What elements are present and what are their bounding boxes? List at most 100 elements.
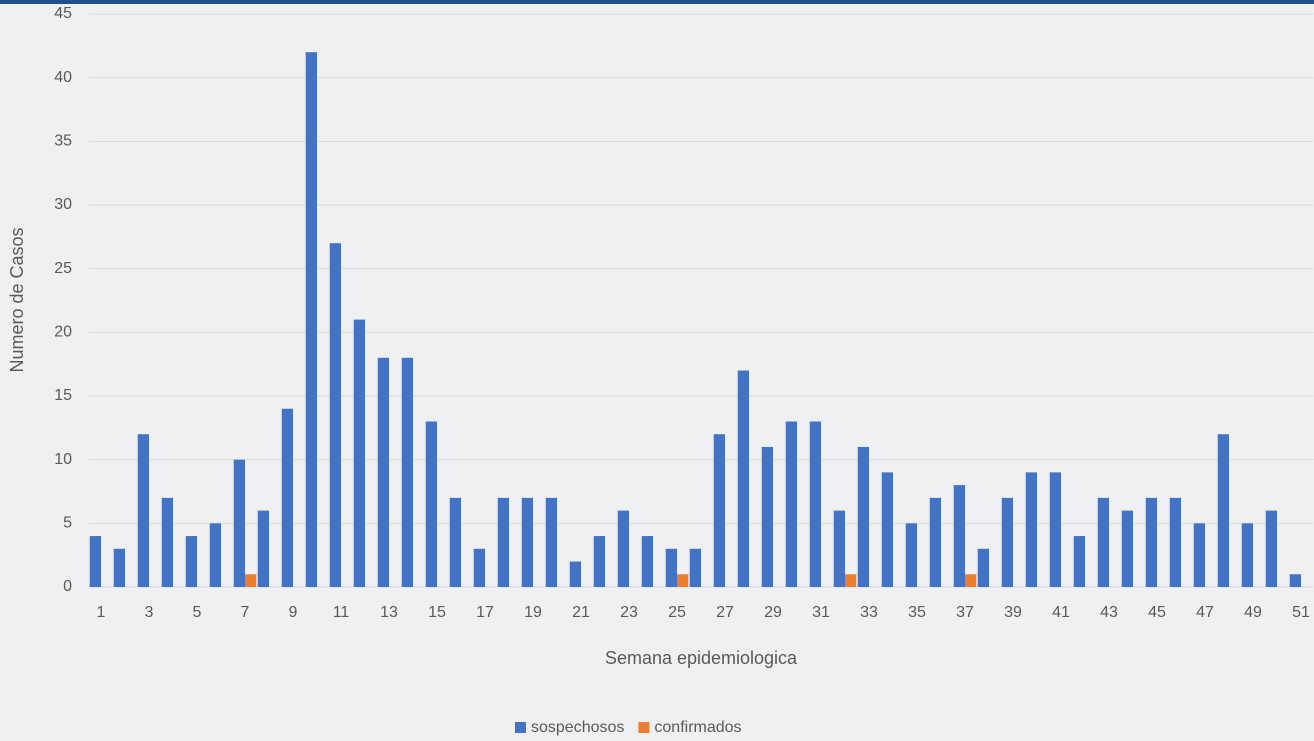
bar	[965, 574, 977, 587]
bar	[1289, 574, 1301, 587]
bar	[1049, 472, 1061, 587]
bar	[929, 497, 941, 587]
bar	[257, 510, 269, 587]
bar	[881, 472, 893, 587]
y-tick-label: 30	[54, 196, 72, 213]
bar	[425, 421, 437, 587]
bar	[905, 523, 917, 587]
x-tick-label: 37	[956, 604, 974, 621]
x-tick-label: 5	[193, 604, 202, 621]
bar	[1217, 434, 1229, 587]
bar	[113, 548, 125, 587]
bar	[185, 536, 197, 587]
bar	[977, 548, 989, 587]
bar	[305, 52, 317, 587]
x-tick-label: 11	[333, 604, 350, 621]
bar	[245, 574, 257, 587]
bar	[377, 357, 389, 587]
bar	[845, 574, 857, 587]
x-tick-label: 45	[1148, 604, 1166, 621]
bar	[1169, 497, 1181, 587]
x-tick-label: 51	[1292, 604, 1310, 621]
x-tick-label: 9	[289, 604, 298, 621]
bar	[521, 497, 533, 587]
bar	[1145, 497, 1157, 587]
x-tick-label: 23	[620, 604, 638, 621]
x-tick-label: 15	[428, 604, 446, 621]
bar	[1097, 497, 1109, 587]
y-axis-label: Numero de Casos	[7, 227, 27, 372]
y-tick-label: 0	[63, 578, 72, 595]
x-tick-label: 19	[524, 604, 542, 621]
bar	[473, 548, 485, 587]
legend-swatch	[515, 722, 526, 733]
y-tick-label: 20	[54, 324, 72, 341]
y-tick-label: 25	[54, 260, 72, 277]
legend-label: sospechosos	[531, 719, 624, 736]
x-tick-label: 3	[145, 604, 154, 621]
bar	[161, 497, 173, 587]
x-tick-label: 21	[572, 604, 590, 621]
bar	[809, 421, 821, 587]
x-tick-label: 35	[908, 604, 926, 621]
bar	[233, 459, 245, 587]
bar	[761, 446, 773, 587]
y-tick-label: 5	[63, 515, 72, 532]
x-tick-label: 17	[476, 604, 494, 621]
y-tick-label: 40	[54, 69, 72, 86]
bar	[497, 497, 509, 587]
x-tick-label: 29	[764, 604, 782, 621]
bar	[641, 536, 653, 587]
bar	[737, 370, 749, 587]
bar	[545, 497, 557, 587]
bar	[677, 574, 689, 587]
bar	[785, 421, 797, 587]
bar	[89, 536, 101, 587]
bar	[857, 446, 869, 587]
bar	[209, 523, 221, 587]
x-tick-label: 43	[1100, 604, 1118, 621]
bar	[665, 548, 677, 587]
bar	[329, 243, 341, 587]
bar	[1193, 523, 1205, 587]
bar	[1241, 523, 1253, 587]
x-tick-label: 27	[716, 604, 734, 621]
bar	[593, 536, 605, 587]
x-tick-label: 49	[1244, 604, 1262, 621]
legend-swatch	[638, 722, 650, 733]
bar	[449, 497, 461, 587]
x-axis-label: Semana epidemiologica	[605, 648, 798, 668]
y-tick-label: 10	[54, 451, 72, 468]
bar	[1001, 497, 1013, 587]
x-tick-label: 25	[668, 604, 686, 621]
bar	[1073, 536, 1085, 587]
x-tick-label: 39	[1004, 604, 1022, 621]
x-tick-label: 7	[241, 604, 250, 621]
bar	[1265, 510, 1277, 587]
legend-label: confirmados	[654, 719, 741, 736]
x-tick-label: 41	[1052, 604, 1070, 621]
bar	[1121, 510, 1133, 587]
bar	[353, 319, 365, 587]
bar	[401, 357, 413, 587]
bar	[137, 434, 149, 587]
bar	[1025, 472, 1037, 587]
y-tick-label: 35	[54, 133, 72, 150]
bar	[281, 408, 293, 587]
bar	[569, 561, 581, 587]
bar	[617, 510, 629, 587]
bar	[953, 485, 965, 587]
x-tick-label: 13	[380, 604, 398, 621]
bar	[833, 510, 845, 587]
bar	[689, 548, 701, 587]
y-tick-label: 45	[54, 5, 72, 22]
x-tick-label: 33	[860, 604, 878, 621]
x-tick-label: 1	[97, 604, 106, 621]
x-tick-label: 31	[812, 604, 830, 621]
x-tick-label: 47	[1196, 604, 1214, 621]
top-strip	[0, 0, 1314, 4]
y-tick-label: 15	[54, 387, 72, 404]
bar	[713, 434, 725, 587]
